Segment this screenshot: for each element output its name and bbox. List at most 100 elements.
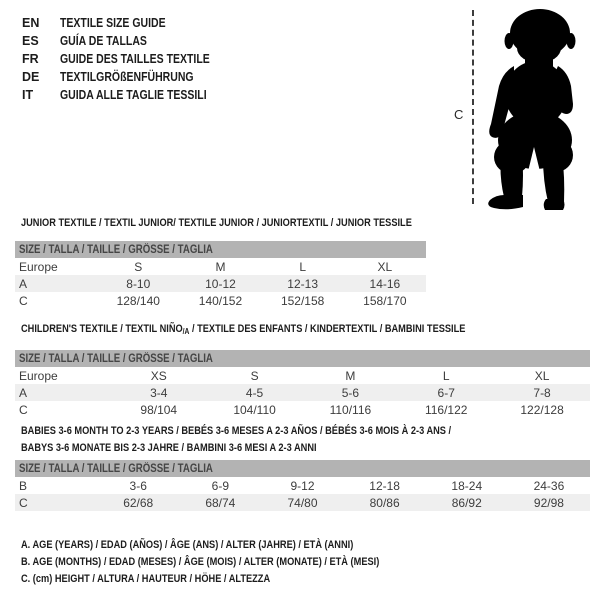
note-text: A. AGE (YEARS) / EDAD (AÑOS) / ÂGE (ANS)… xyxy=(21,539,354,551)
table-cell: XL xyxy=(377,259,393,274)
row-label: A xyxy=(15,275,98,292)
lang-label: TEXTILGRÖßENFÜHRUNG xyxy=(60,70,194,84)
row-label: C xyxy=(15,494,98,511)
table-row-europe: Europe XS S M L XL xyxy=(15,367,590,384)
table-cell: 116/122 xyxy=(424,402,468,417)
table-cell: 110/116 xyxy=(329,402,372,417)
lang-code: EN xyxy=(22,16,40,30)
table-cell: 80/86 xyxy=(343,494,426,511)
babies-section-title: BABIES 3-6 MONTH TO 2-3 YEARS / BEBÉS 3-… xyxy=(21,423,533,457)
table-cell: M xyxy=(215,259,226,274)
note-text: B. AGE (MONTHS) / EDAD (MESES) / ÂGE (MO… xyxy=(21,556,380,568)
junior-title-text: JUNIOR TEXTILE / TEXTIL JUNIOR/ TEXTILE … xyxy=(21,217,412,229)
height-measure-label: C xyxy=(454,107,464,122)
lang-code: ES xyxy=(22,34,39,48)
table-cell: M xyxy=(345,368,356,383)
children-title-text: CHILDREN'S TEXTILE / TEXTIL NIÑO/A / TEX… xyxy=(21,321,465,340)
babies-title-line1: BABIES 3-6 MONTH TO 2-3 YEARS / BEBÉS 3-… xyxy=(21,425,452,437)
lang-label: GUIDE DES TAILLES TEXTILE xyxy=(60,52,210,66)
table-cell: S xyxy=(134,259,143,274)
size-header-label: SIZE / TALLA / TAILLE / GRÖSSE / TAGLIA xyxy=(19,243,213,256)
row-label: Europe xyxy=(19,259,58,274)
note-height-cm: C. (cm) HEIGHT / ALTURA / HAUTEUR / HÖHE… xyxy=(21,573,448,590)
table-row-months: B 3-6 6-9 9-12 12-18 18-24 24-36 xyxy=(15,477,590,494)
lang-label: GUÍA DE TALLAS xyxy=(60,34,147,48)
table-cell: 9-12 xyxy=(290,478,315,493)
table-cell: 5-6 xyxy=(302,384,399,401)
table-cell: 62/68 xyxy=(97,494,180,511)
table-row-height: C 62/68 68/74 74/80 80/86 86/92 92/98 xyxy=(15,494,590,511)
note-text: C. (cm) HEIGHT / ALTURA / HAUTEUR / HÖHE… xyxy=(21,573,271,585)
table-cell: 152/158 xyxy=(280,293,325,308)
height-dashed-line xyxy=(472,10,474,204)
table-cell: 12-18 xyxy=(369,478,400,493)
size-header-label: SIZE / TALLA / TAILLE / GRÖSSE / TAGLIA xyxy=(19,462,213,475)
note-age-years: A. AGE (YEARS) / EDAD (AÑOS) / ÂGE (ANS)… xyxy=(21,539,448,556)
table-cell: S xyxy=(250,368,259,383)
table-cell: XS xyxy=(150,368,167,383)
lang-code: IT xyxy=(22,88,34,102)
size-header-label: SIZE / TALLA / TAILLE / GRÖSSE / TAGLIA xyxy=(19,352,213,365)
lang-label: GUIDA ALLE TAGLIE TESSILI xyxy=(60,88,207,102)
table-row-europe: Europe S M L XL xyxy=(15,258,426,275)
table-cell: 3-6 xyxy=(129,478,147,493)
table-cell: 8-10 xyxy=(97,275,180,292)
table-cell: 98/104 xyxy=(140,402,178,417)
row-label: C xyxy=(19,402,28,417)
table-cell: 140/152 xyxy=(198,293,243,308)
table-cell: 24-36 xyxy=(533,478,565,493)
table-cell: 12-13 xyxy=(261,275,344,292)
size-header-row: SIZE / TALLA / TAILLE / GRÖSSE / TAGLIA xyxy=(15,460,590,477)
children-size-table: SIZE / TALLA / TAILLE / GRÖSSE / TAGLIA … xyxy=(15,350,590,418)
babies-size-table: SIZE / TALLA / TAILLE / GRÖSSE / TAGLIA … xyxy=(15,460,590,511)
table-cell: L xyxy=(442,368,450,383)
table-cell: 68/74 xyxy=(179,494,262,511)
size-header-row: SIZE / TALLA / TAILLE / GRÖSSE / TAGLIA xyxy=(15,350,590,367)
lang-row-it: IT GUIDA ALLE TAGLIE TESSILI xyxy=(22,86,238,104)
children-section-title: CHILDREN'S TEXTILE / TEXTIL NIÑO/A / TEX… xyxy=(21,321,550,340)
row-label: Europe xyxy=(19,368,58,383)
children-title-pre: CHILDREN'S TEXTILE / TEXTIL NIÑO xyxy=(21,323,183,335)
table-cell: 104/110 xyxy=(233,402,276,417)
children-title-post: / TEXTILE DES ENFANTS / KINDERTEXTIL / B… xyxy=(189,323,466,335)
language-title-list: EN TEXTILE SIZE GUIDE ES GUÍA DE TALLAS … xyxy=(22,14,238,104)
table-row-height: C 128/140 140/152 152/158 158/170 xyxy=(15,292,426,309)
table-cell: 10-12 xyxy=(179,275,262,292)
table-cell: 128/140 xyxy=(116,293,160,308)
table-row-age: A 8-10 10-12 12-13 14-16 xyxy=(15,275,426,292)
table-cell: 18-24 xyxy=(451,478,483,493)
row-label: A xyxy=(15,384,111,401)
table-cell: XL xyxy=(534,368,550,383)
lang-code: DE xyxy=(22,70,40,84)
lang-code: FR xyxy=(22,52,39,66)
lang-row-fr: FR GUIDE DES TAILLES TEXTILE xyxy=(22,50,238,68)
babies-title-line2: BABYS 3-6 MONATE BIS 2-3 JAHRE / BAMBINI… xyxy=(21,442,317,454)
lang-row-es: ES GUÍA DE TALLAS xyxy=(22,32,238,50)
table-cell: 14-16 xyxy=(343,275,426,292)
junior-size-table: SIZE / TALLA / TAILLE / GRÖSSE / TAGLIA … xyxy=(15,241,426,309)
table-cell: 86/92 xyxy=(425,494,508,511)
lang-label: TEXTILE SIZE GUIDE xyxy=(60,16,166,30)
table-cell: 7-8 xyxy=(494,384,590,401)
table-cell: 122/128 xyxy=(520,402,564,417)
row-label: C xyxy=(19,293,28,308)
table-cell: 4-5 xyxy=(206,384,303,401)
legend-notes: A. AGE (YEARS) / EDAD (AÑOS) / ÂGE (ANS)… xyxy=(21,539,448,590)
table-cell: 158/170 xyxy=(363,293,407,308)
note-age-months: B. AGE (MONTHS) / EDAD (MESES) / ÂGE (MO… xyxy=(21,556,448,573)
table-cell: 92/98 xyxy=(507,494,590,511)
table-cell: L xyxy=(299,259,306,274)
table-row-height: C 98/104 104/110 110/116 116/122 122/128 xyxy=(15,401,590,418)
table-cell: 74/80 xyxy=(261,494,344,511)
junior-section-title: JUNIOR TEXTILE / TEXTIL JUNIOR/ TEXTILE … xyxy=(21,215,486,232)
table-row-age: A 3-4 4-5 5-6 6-7 7-8 xyxy=(15,384,590,401)
lang-row-en: EN TEXTILE SIZE GUIDE xyxy=(22,14,238,32)
table-cell: 6-7 xyxy=(398,384,495,401)
size-header-row: SIZE / TALLA / TAILLE / GRÖSSE / TAGLIA xyxy=(15,241,426,258)
lang-row-de: DE TEXTILGRÖßENFÜHRUNG xyxy=(22,68,238,86)
table-cell: 3-4 xyxy=(110,384,207,401)
table-cell: 6-9 xyxy=(211,478,230,493)
children-title-sub: /A xyxy=(182,327,190,336)
row-label: B xyxy=(19,478,28,493)
